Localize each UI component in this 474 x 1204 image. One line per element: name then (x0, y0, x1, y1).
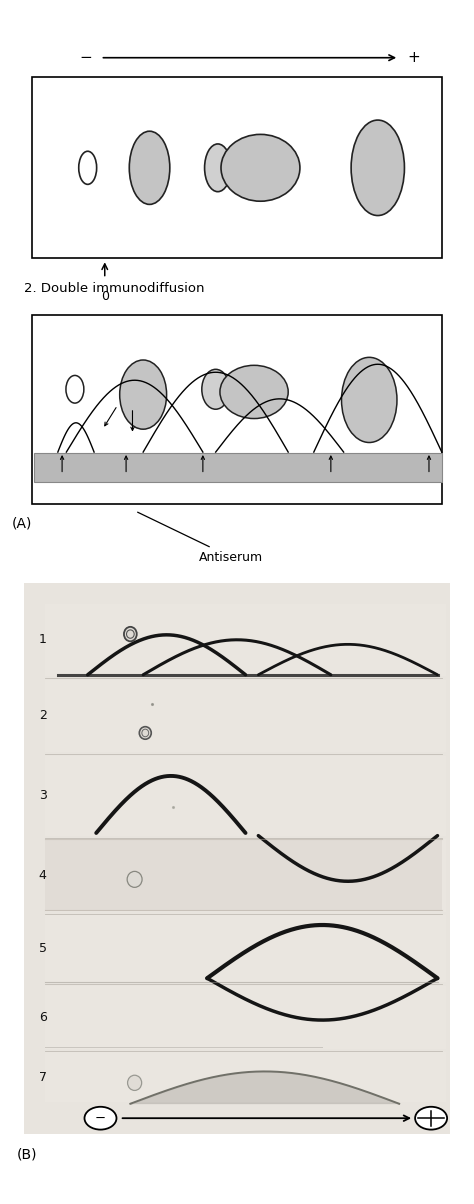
Text: 2. Double immunodiffusion: 2. Double immunodiffusion (24, 283, 204, 295)
Bar (45, 986, 446, 1049)
Bar (34, 453, 442, 483)
Text: −: − (79, 51, 92, 65)
Ellipse shape (221, 135, 300, 201)
Text: 3: 3 (38, 789, 46, 802)
Bar (45, 839, 446, 911)
Ellipse shape (202, 370, 229, 409)
Ellipse shape (119, 360, 167, 429)
Text: 6: 6 (38, 1010, 46, 1023)
Text: 7: 7 (38, 1070, 46, 1084)
Text: (B): (B) (17, 1147, 37, 1161)
Text: 2: 2 (38, 709, 46, 722)
Text: 4: 4 (38, 869, 46, 883)
Bar (45, 1052, 446, 1102)
Ellipse shape (415, 1106, 447, 1129)
Text: +: + (408, 51, 420, 65)
Text: 5: 5 (38, 943, 46, 955)
Ellipse shape (205, 144, 231, 191)
Ellipse shape (84, 1106, 117, 1129)
Ellipse shape (341, 358, 397, 443)
Ellipse shape (129, 131, 170, 205)
Ellipse shape (139, 727, 151, 739)
Bar (45, 756, 446, 836)
Text: (A): (A) (12, 517, 32, 531)
Text: 1: 1 (38, 633, 46, 647)
Ellipse shape (127, 630, 134, 638)
Text: Antiserum: Antiserum (137, 512, 263, 563)
Bar (32, 77, 442, 258)
Ellipse shape (124, 627, 137, 642)
Text: −: − (95, 1111, 106, 1125)
Ellipse shape (128, 1075, 142, 1091)
Ellipse shape (220, 365, 288, 419)
Ellipse shape (79, 152, 97, 184)
Ellipse shape (142, 730, 149, 737)
Bar (45, 680, 446, 752)
Text: 0: 0 (101, 290, 109, 303)
Bar (45, 840, 442, 910)
Ellipse shape (351, 120, 404, 216)
Bar (45, 603, 446, 675)
Ellipse shape (127, 872, 142, 887)
Ellipse shape (66, 376, 84, 403)
Bar (45, 915, 446, 982)
